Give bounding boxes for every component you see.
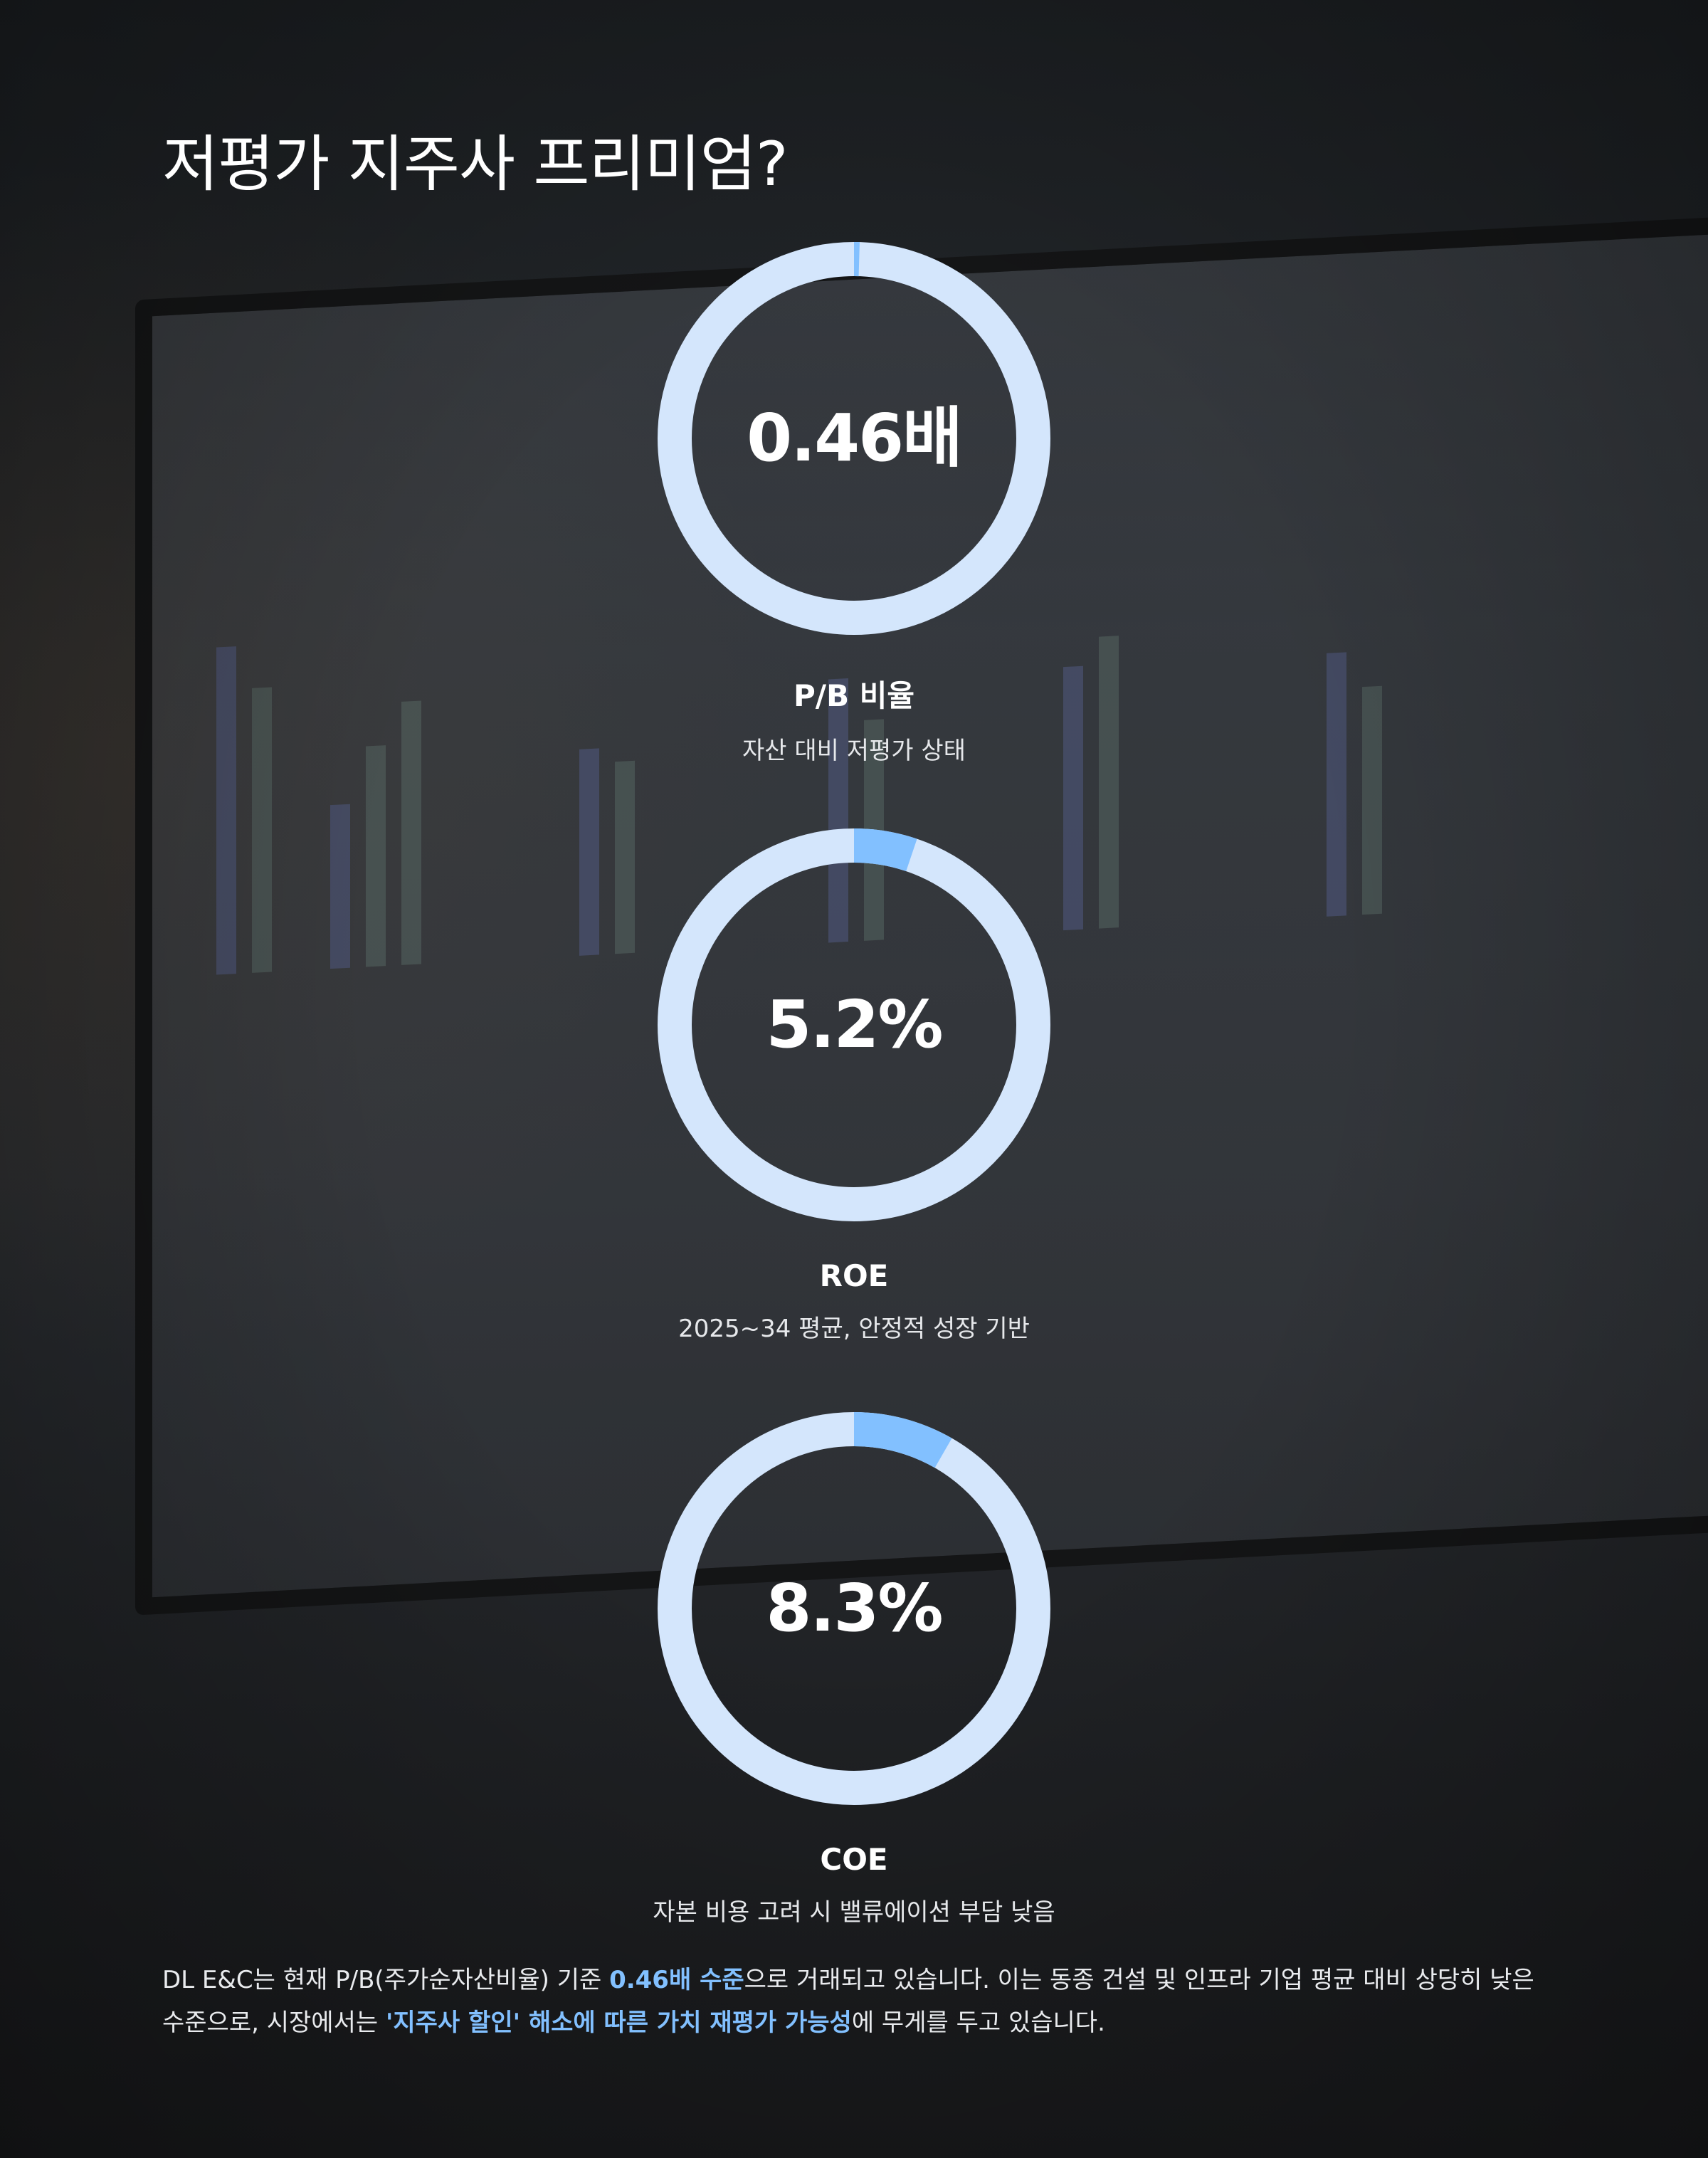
roe-donut-chart: 5.2% (655, 826, 1053, 1224)
summary-paragraph: DL E&C는 현재 P/B(주가순자산비율) 기준 0.46배 수준으로 거래… (162, 1959, 1557, 2044)
page-title: 저평가 지주사 프리미엄? (162, 129, 789, 200)
roe-value: 5.2% (766, 986, 943, 1063)
ring-progress (658, 242, 1050, 635)
coe-donut-chart: 8.3% (655, 1409, 1053, 1808)
pb-value: 0.46배 (747, 400, 963, 476)
metric-pb-ratio: 0.46배 P/B 비율 자산 대비 저평가 상태 (0, 239, 1708, 766)
roe-donut-svg (658, 828, 1050, 1221)
summary-highlight-pb: 0.46배 수준 (609, 1966, 744, 1994)
pb-description: 자산 대비 저평가 상태 (742, 737, 966, 765)
summary-highlight-revaluation: '지주사 할인' 해소에 따른 가치 재평가 가능성 (385, 2009, 852, 2037)
ring-progress (658, 1412, 1050, 1805)
coe-donut-svg (658, 1412, 1050, 1805)
coe-value: 8.3% (766, 1570, 943, 1646)
summary-text-1: DL E&C는 현재 P/B(주가순자산비율) 기준 (162, 1966, 610, 1994)
roe-description: 2025~34 평균, 안정적 성장 기반 (678, 1315, 1030, 1343)
roe-label: ROE (819, 1258, 889, 1293)
pb-donut-svg (658, 242, 1050, 635)
summary-text-2: 으로 거래되고 있습니다. 이는 동종 건설 및 인프라 기업 평균 대비 상당… (162, 1966, 1534, 2037)
metric-roe: 5.2% ROE 2025~34 평균, 안정적 성장 기반 (0, 826, 1708, 1344)
pb-donut-chart: 0.46배 (655, 239, 1053, 638)
ring-progress (658, 828, 1050, 1221)
metric-coe: 8.3% COE 자본 비용 고려 시 밸류에이션 부담 낮음 (0, 1409, 1708, 1927)
coe-description: 자본 비용 고려 시 밸류에이션 부담 낮음 (653, 1898, 1055, 1927)
pb-label: P/B 비율 (793, 678, 915, 713)
coe-label: COE (820, 1842, 888, 1877)
summary-text-3: 에 무게를 두고 있습니다. (851, 2009, 1105, 2037)
